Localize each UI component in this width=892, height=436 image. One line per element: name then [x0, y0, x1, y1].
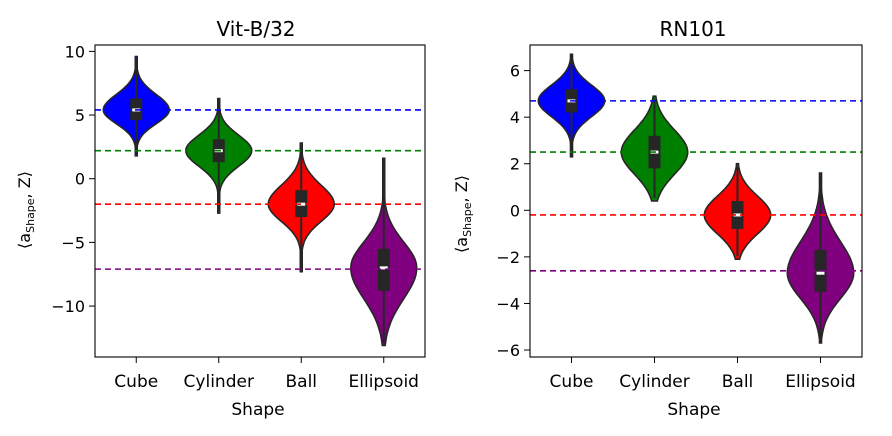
panel-vit-b32: Vit-B/32 ⟨aShape, Z⟩ Shape 1050−5−10Cube…	[15, 17, 426, 420]
y-tick-label: −2	[496, 248, 520, 267]
plot-area	[95, 55, 425, 347]
y-axis-label-text: ⟨aShape, Z⟩	[452, 175, 474, 253]
x-tick-label: Cylinder	[619, 372, 689, 392]
x-tick-label: Ball	[722, 372, 754, 392]
y-axis-label-text: ⟨aShape, Z⟩	[15, 171, 37, 249]
y-tick-label: 0	[75, 170, 85, 189]
y-tick-label: 10	[65, 42, 85, 61]
y-tick-label: −10	[51, 297, 85, 316]
y-axis-label-tail: , Z⟩	[15, 171, 34, 198]
x-tick-label: Ellipsoid	[349, 372, 419, 392]
x-tick-label: Ellipsoid	[785, 372, 855, 392]
x-axis-label: Shape	[667, 400, 720, 420]
axes-frame	[94, 44, 426, 358]
chart-title: Vit-B/32	[216, 17, 295, 41]
y-tick-label: −6	[496, 341, 520, 360]
x-axis: Cube Cylinder Ball Ellipsoid	[114, 357, 419, 392]
y-axis-label-main: ⟨a	[452, 237, 471, 253]
y-axis-label: ⟨aShape, Z⟩	[452, 175, 474, 253]
y-tick-label: 6	[510, 62, 520, 81]
x-tick-label: Cube	[114, 372, 158, 392]
median-marker-ellipsoid	[816, 271, 825, 275]
plot-area	[530, 53, 862, 344]
y-axis-label-subscript: Shape	[24, 198, 37, 233]
y-tick-label: 5	[75, 106, 85, 125]
y-tick-label: 0	[510, 201, 520, 220]
y-axis-label: ⟨aShape, Z⟩	[15, 171, 37, 249]
y-tick-label: 4	[510, 108, 520, 127]
median-marker-ellipsoid	[379, 266, 388, 270]
x-tick-label: Ball	[285, 372, 317, 392]
iqr-box-ellipsoid	[377, 248, 390, 291]
x-tick-label: Cylinder	[184, 372, 254, 392]
y-axis-label-main: ⟨a	[15, 233, 34, 249]
y-axis-label-subscript: Shape	[461, 202, 474, 237]
y-axis: 10 5 0 −5 −10	[51, 42, 95, 316]
x-axis-label: Shape	[231, 400, 284, 420]
chart-title: RN101	[659, 17, 726, 41]
x-tick-label: Cube	[550, 372, 594, 392]
x-axis: Cube Cylinder Ball Ellipsoid	[550, 357, 856, 392]
axes-frame	[529, 44, 863, 358]
median-marker-ball	[733, 213, 742, 217]
y-tick-label: −4	[496, 294, 520, 313]
y-tick-label: 2	[510, 155, 520, 174]
y-tick-label: −5	[61, 233, 85, 252]
y-axis: 6 4 2 0 −2 −4 −6	[496, 62, 530, 360]
y-axis-label-tail: , Z⟩	[452, 175, 471, 202]
median-marker-ball	[297, 202, 306, 206]
